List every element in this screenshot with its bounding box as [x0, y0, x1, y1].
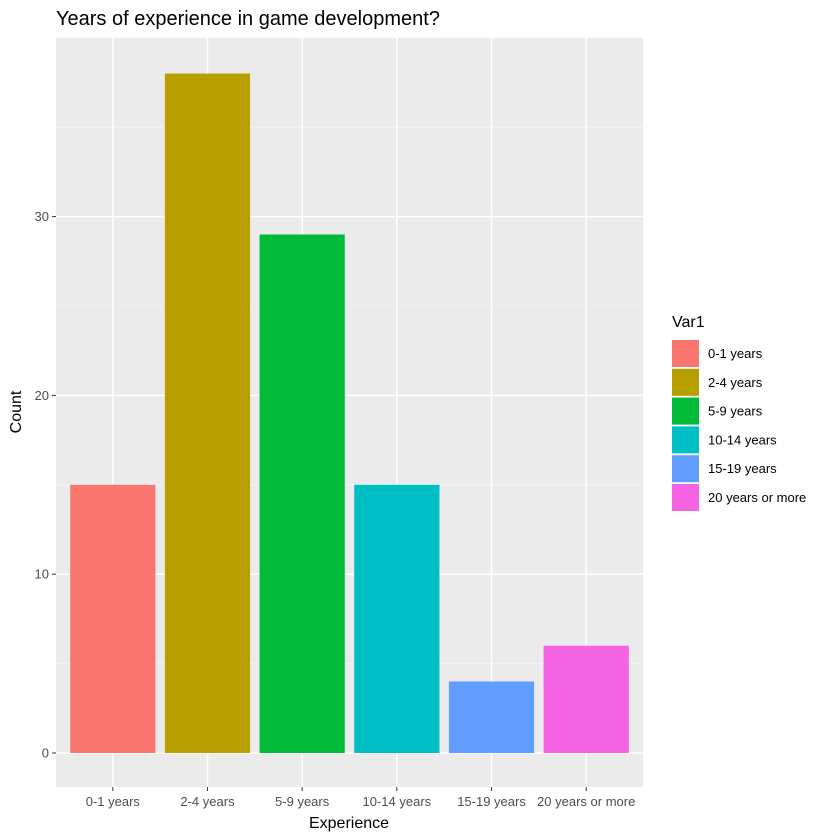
x-tick-label: 10-14 years	[363, 794, 432, 809]
bar	[70, 484, 156, 753]
y-tick-label: 0	[42, 746, 49, 761]
legend-key	[672, 340, 699, 367]
bar	[354, 484, 440, 753]
x-tick-label: 5-9 years	[275, 794, 330, 809]
y-tick-label: 10	[35, 567, 49, 582]
legend-key	[672, 368, 699, 396]
legend-key	[672, 484, 699, 511]
y-tick-label: 30	[35, 209, 49, 224]
legend-label: 20 years or more	[708, 490, 806, 505]
x-tick-label: 0-1 years	[86, 794, 141, 809]
bars	[70, 73, 629, 754]
legend-label: 0-1 years	[708, 346, 763, 361]
legend-key	[672, 426, 699, 454]
x-tick-label: 15-19 years	[457, 794, 526, 809]
x-axis-title: Experience	[309, 815, 389, 832]
bar	[164, 73, 251, 753]
legend-key	[672, 455, 699, 483]
y-axis-title: Count	[8, 390, 25, 433]
legend: Var1 0-1 years 2-4 years 5-9 years 10-14 ye…	[672, 314, 806, 511]
legend-label: 5-9 years	[708, 404, 763, 419]
legend-label: 2-4 years	[708, 375, 763, 390]
y-axis-ticks: 0 10 20 30	[35, 209, 56, 761]
legend-key	[672, 397, 699, 425]
y-tick-label: 20	[35, 388, 49, 403]
bar	[259, 234, 345, 754]
legend-label: 10-14 years	[708, 432, 777, 447]
x-axis-ticks: 0-1 years 2-4 years 5-9 years 10-14 years 15…	[86, 787, 635, 809]
x-tick-label: 2-4 years	[180, 794, 235, 809]
bar	[543, 645, 629, 753]
legend-title: Var1	[672, 314, 705, 331]
legend-label: 15-19 years	[708, 461, 777, 476]
bar	[448, 681, 535, 753]
chart-title: Years of experience in game development?	[56, 8, 440, 30]
x-tick-label: 20 years or more	[537, 794, 635, 809]
